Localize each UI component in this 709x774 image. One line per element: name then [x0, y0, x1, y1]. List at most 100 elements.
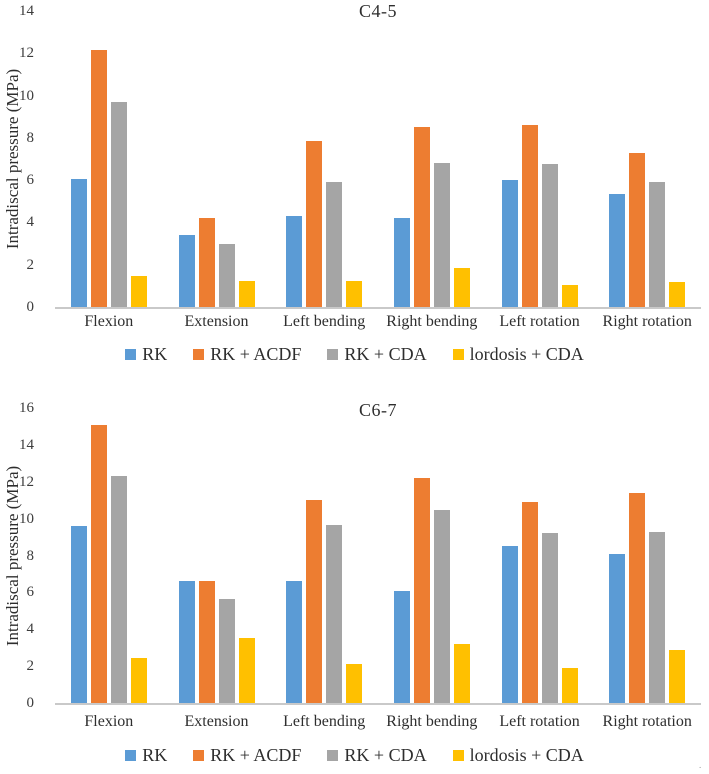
- legend-label: RK + CDA: [344, 745, 427, 765]
- group-flexion: [55, 408, 163, 703]
- legend-swatch-icon: [327, 349, 339, 360]
- legend-label: RK + ACDF: [210, 344, 302, 364]
- legend-item-lordosis-cda: lordosis + CDA: [452, 745, 584, 766]
- group-left-bending: [270, 11, 378, 307]
- legend: RK RK + ACDF RK + CDA lordosis + CDA: [0, 745, 709, 766]
- bar-lordosis-cda-left-rotation: [561, 667, 578, 703]
- legend-label: RK: [142, 745, 168, 765]
- bar-lordosis-cda-right-bending: [453, 644, 470, 703]
- bar-lordosis-cda-left-rotation: [561, 284, 578, 307]
- bar-rk-cda-left-bending: [326, 525, 343, 703]
- group-left-rotation: [486, 408, 594, 703]
- bar-rk-left-bending: [286, 216, 303, 307]
- category-label-left-rotation: Left rotation: [499, 313, 580, 330]
- legend-item-rk-cda: RK + CDA: [327, 344, 427, 365]
- y-tick-label-14: 14: [19, 3, 34, 19]
- bar-rk-cda-right-rotation: [649, 532, 666, 703]
- bar-lordosis-cda-left-bending: [346, 664, 363, 703]
- plot-area: [55, 11, 701, 309]
- legend-item-rk-cda: RK + CDA: [327, 745, 427, 766]
- bar-rk-acdf-extension: [198, 581, 215, 703]
- bar-rk-cda-flexion: [110, 101, 127, 307]
- bar-groups: [55, 11, 701, 307]
- corner-artifact-mark: .: [699, 760, 702, 770]
- category-label-right-bending: Right bending: [386, 313, 478, 330]
- group-right-rotation: [593, 11, 701, 307]
- y-tick-label-2: 2: [26, 256, 35, 273]
- bar-rk-right-bending: [393, 218, 410, 307]
- bar-rk-cda-right-bending: [433, 163, 450, 307]
- y-tick-label-8: 8: [26, 129, 35, 146]
- bar-lordosis-cda-flexion: [130, 657, 147, 703]
- plot-area: [55, 408, 701, 705]
- legend-swatch-icon: [125, 349, 137, 360]
- group-left-rotation: [486, 11, 594, 307]
- category-label-left-bending: Left bending: [283, 313, 366, 330]
- category-label-extension: Extension: [184, 313, 249, 330]
- bar-lordosis-cda-extension: [238, 280, 255, 307]
- legend-label: RK: [142, 344, 168, 364]
- bar-rk-cda-extension: [218, 243, 235, 307]
- chart-c4-5: C4-5 Intradiscal pressure (MPa) 0 2 4 6 8 10 1…: [0, 1, 709, 365]
- category-label-right-bending: Right bending: [386, 713, 478, 730]
- legend-swatch-icon: [125, 750, 137, 761]
- group-extension: [163, 408, 271, 703]
- category-label-flexion: Flexion: [84, 313, 134, 330]
- y-tick-label-12: 12: [19, 45, 34, 62]
- y-tick-label-10: 10: [19, 87, 34, 104]
- bar-rk-cda-left-rotation: [541, 164, 558, 307]
- y-tick-label-6: 6: [26, 584, 35, 601]
- chart-title: C6-7: [359, 400, 397, 420]
- legend-item-rk: RK: [125, 745, 167, 766]
- bar-lordosis-cda-left-bending: [346, 280, 363, 307]
- y-tick-label-4: 4: [26, 621, 35, 638]
- y-tick-label-4: 4: [26, 214, 35, 231]
- legend-label: lordosis + CDA: [469, 745, 584, 765]
- group-right-bending: [378, 408, 486, 703]
- y-tick-label-10: 10: [19, 510, 34, 527]
- legend-item-rk-acdf: RK + ACDF: [193, 344, 301, 365]
- legend-swatch-icon: [193, 349, 205, 360]
- legend-label: RK + ACDF: [210, 745, 302, 765]
- y-tick-label-14: 14: [19, 436, 34, 453]
- bar-rk-acdf-right-bending: [413, 478, 430, 703]
- legend-item-rk: RK: [125, 344, 167, 365]
- bar-rk-cda-left-rotation: [541, 533, 558, 703]
- bar-rk-left-bending: [286, 581, 303, 703]
- bar-rk-extension: [178, 235, 195, 307]
- bar-lordosis-cda-right-rotation: [669, 649, 686, 703]
- category-label-flexion: Flexion: [84, 713, 134, 730]
- category-label-extension: Extension: [184, 713, 249, 730]
- group-right-bending: [378, 11, 486, 307]
- bar-rk-acdf-right-bending: [413, 127, 430, 307]
- group-left-bending: [270, 408, 378, 703]
- y-tick-label-8: 8: [26, 547, 35, 564]
- bar-rk-right-rotation: [609, 553, 626, 703]
- y-tick-label-2: 2: [26, 658, 35, 675]
- bar-rk-acdf-left-bending: [306, 141, 323, 307]
- bar-rk-flexion: [70, 179, 87, 307]
- chart-c6-7: C6-7 Intradiscal pressure (MPa) 0 2 4 6 8 10 1…: [0, 388, 709, 774]
- bar-rk-acdf-left-bending: [306, 500, 323, 703]
- bar-rk-extension: [178, 581, 195, 703]
- legend: RK RK + ACDF RK + CDA lordosis + CDA: [0, 344, 709, 365]
- y-tick-label-12: 12: [19, 473, 34, 490]
- group-extension: [163, 11, 271, 307]
- bar-lordosis-cda-right-rotation: [669, 281, 686, 307]
- bar-lordosis-cda-right-bending: [453, 267, 470, 307]
- y-tick-label-6: 6: [26, 172, 35, 189]
- bar-rk-cda-extension: [218, 598, 235, 703]
- group-right-rotation: [593, 408, 701, 703]
- legend-swatch-icon: [452, 750, 464, 761]
- legend-swatch-icon: [193, 750, 205, 761]
- bar-rk-cda-right-bending: [433, 510, 450, 703]
- bar-rk-acdf-flexion: [90, 424, 107, 703]
- bar-rk-acdf-flexion: [90, 50, 107, 307]
- legend-item-rk-acdf: RK + ACDF: [193, 745, 301, 766]
- bar-lordosis-cda-extension: [238, 637, 255, 703]
- legend-swatch-icon: [452, 349, 464, 360]
- bar-rk-cda-flexion: [110, 476, 127, 703]
- category-label-right-rotation: Right rotation: [602, 313, 692, 330]
- x-axis-category-labels: Flexion Extension Left bending Right bendin…: [55, 713, 701, 731]
- y-tick-label-0: 0: [26, 299, 35, 315]
